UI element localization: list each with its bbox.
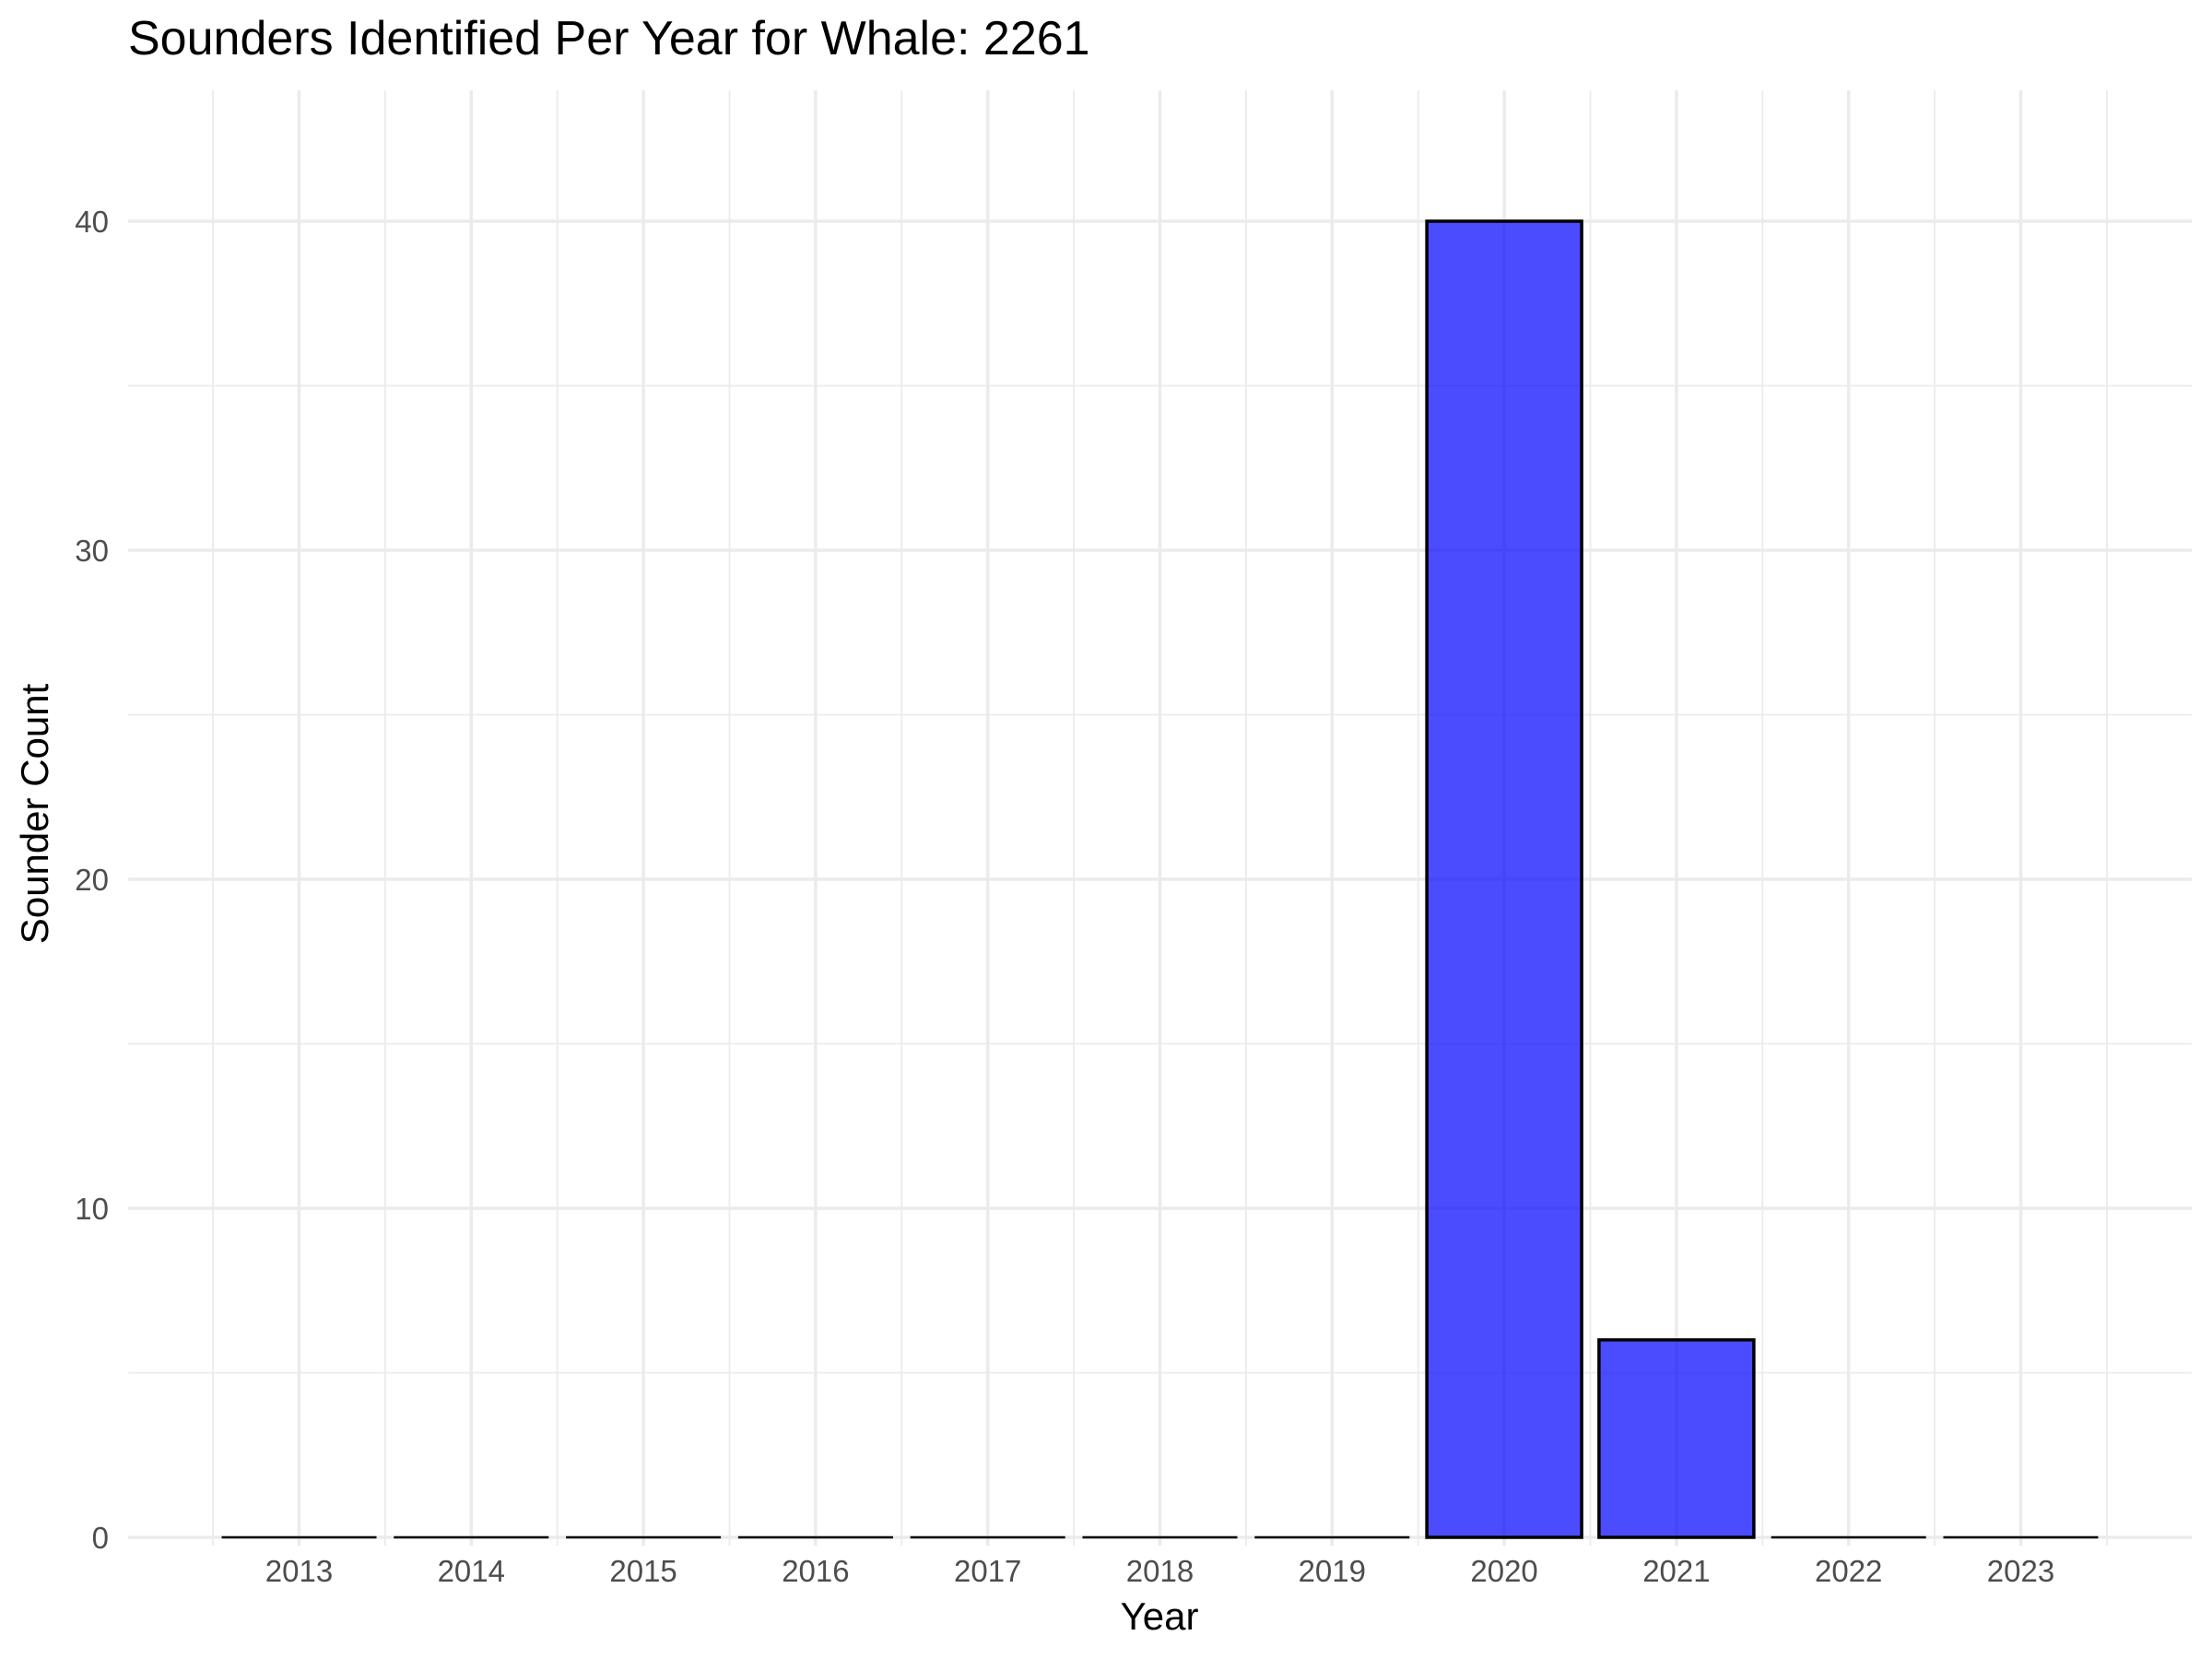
x-tick-label: 2019 [1299, 1554, 1366, 1588]
y-tick-label: 20 [75, 863, 109, 897]
bar-2021 [1597, 1338, 1756, 1539]
x-tick-label: 2014 [438, 1554, 505, 1588]
y-axis-ticks: 0 10 20 30 40 [75, 205, 109, 1555]
chart-title: Sounders Identified Per Year for Whale: … [128, 12, 1090, 65]
x-tick-label: 2016 [782, 1554, 849, 1588]
x-tick-label: 2022 [1815, 1554, 1882, 1588]
x-tick-label: 2015 [609, 1554, 677, 1588]
bars [221, 219, 2099, 1539]
y-tick-label: 30 [75, 534, 109, 568]
bar-rect [1425, 219, 1583, 1539]
x-tick-label: 2013 [265, 1554, 333, 1588]
x-tick-label: 2017 [954, 1554, 1021, 1588]
x-tick-label: 2021 [1642, 1554, 1710, 1588]
x-tick-label: 2018 [1126, 1554, 1194, 1588]
y-tick-label: 0 [92, 1521, 109, 1555]
x-axis-ticks: 2013 2014 2015 2016 2017 2018 2019 2020 2021 2022… [265, 1554, 2054, 1588]
grid-lines [128, 90, 2192, 1546]
y-tick-label: 40 [75, 205, 109, 239]
x-tick-label: 2020 [1470, 1554, 1537, 1588]
bar-2020 [1425, 219, 1583, 1539]
y-tick-label: 10 [75, 1192, 109, 1226]
bar-rect [1597, 1338, 1756, 1539]
x-tick-label: 2023 [1987, 1554, 2054, 1588]
x-axis-title: Year [1121, 1594, 1199, 1638]
y-axis-title: Sounder Count [13, 683, 56, 944]
